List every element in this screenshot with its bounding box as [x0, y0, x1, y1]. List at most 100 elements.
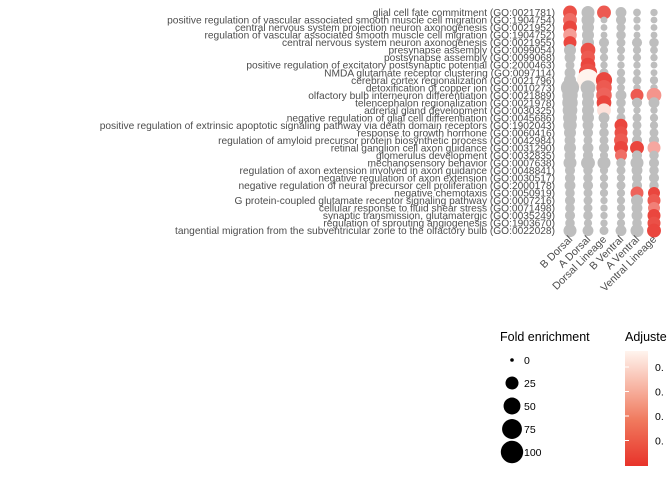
enrichment-dot	[616, 165, 626, 175]
go-term-label: cerebral cortex regionalization (GO:0021…	[351, 76, 555, 87]
enrichment-dot	[617, 53, 625, 62]
color-legend-label: 0.	[655, 362, 664, 374]
enrichment-dot	[616, 158, 626, 168]
enrichment-dot	[583, 196, 593, 205]
enrichment-dot	[633, 16, 641, 24]
enrichment-dot	[582, 225, 594, 237]
size-legend: Fold enrichment 0 25 50 75 100	[500, 330, 590, 464]
go-term-label: synaptic transmission, glutamatergic (GO…	[323, 211, 555, 222]
enrichment-dot	[616, 75, 626, 85]
enrichment-dot	[633, 24, 641, 31]
go-term-label: adrenal gland development (GO:0030325)	[364, 106, 555, 117]
go-term-label: negative regulation of neural precursor …	[238, 181, 555, 192]
enrichment-dot	[583, 219, 593, 228]
enrichment-dot	[582, 119, 594, 131]
enrichment-dot	[616, 196, 626, 205]
enrichment-dot	[632, 120, 642, 130]
enrichment-dot	[633, 106, 641, 114]
go-term-labels: glial cell fate commitment (GO:0021781)p…	[100, 8, 555, 237]
enrichment-dot	[633, 69, 641, 77]
enrichment-dot	[599, 181, 609, 190]
enrichment-dot	[632, 113, 642, 123]
go-term-label: retinal ganglion cell axon guidance (GO:…	[331, 144, 555, 155]
enrichment-dot	[599, 188, 609, 198]
enrichment-dot	[650, 53, 658, 62]
enrichment-dot	[616, 68, 626, 77]
enrichment-dot	[600, 31, 608, 39]
enrichment-dot	[649, 76, 659, 85]
go-term-label: positive regulation of excitatory postsy…	[246, 61, 555, 72]
enrichment-dot	[564, 180, 576, 191]
enrichment-dot	[564, 52, 576, 64]
enrichment-dot	[616, 203, 626, 213]
enrichment-dot	[647, 223, 661, 238]
color-legend-label: 0.	[655, 387, 664, 399]
enrichment-dot	[600, 196, 608, 205]
enrichment-dot	[563, 224, 577, 238]
go-term-label: olfactory bulb interneuron differentiati…	[308, 91, 555, 102]
enrichment-dot	[616, 23, 626, 32]
enrichment-dot	[648, 157, 660, 168]
go-term-label: response to growth hormone (GO:0060416)	[357, 128, 555, 139]
go-term-label: regulation of amyloid precursor protein …	[218, 136, 555, 147]
enrichment-dot	[650, 46, 658, 54]
enrichment-dot	[650, 106, 658, 114]
enrichment-dot	[615, 149, 627, 162]
enrichment-dot	[631, 210, 643, 221]
enrichment-dot	[583, 165, 593, 176]
enrichment-dot	[583, 188, 593, 198]
enrichment-dot	[616, 30, 626, 40]
size-legend-label: 0	[524, 355, 530, 367]
enrichment-dot	[632, 46, 642, 55]
enrichment-dot	[583, 173, 593, 183]
enrichment-dot	[599, 121, 609, 130]
enrichment-dot	[649, 113, 659, 122]
enrichment-dot	[583, 203, 593, 213]
enrichment-dot	[649, 150, 659, 161]
enrichment-dot	[616, 38, 626, 48]
enrichment-dot	[565, 188, 575, 198]
enrichment-dot	[650, 8, 658, 17]
enrichment-dot	[630, 88, 644, 102]
enrichment-dot	[599, 46, 609, 55]
go-term-label: regulation of vascular associated smooth…	[204, 31, 555, 42]
enrichment-dot	[582, 127, 594, 138]
enrichment-dot	[600, 61, 608, 69]
enrichment-dot	[616, 181, 626, 190]
enrichment-dot	[648, 172, 660, 183]
enrichment-dot	[597, 156, 611, 170]
enrichment-dot	[600, 24, 608, 31]
go-term-label: postsynapse assembly (GO:0099068)	[384, 53, 555, 64]
go-term-label: telencephalon regionalization (GO:002197…	[355, 98, 555, 109]
enrichment-dot	[599, 226, 609, 236]
color-legend-label: 0.	[655, 411, 664, 423]
enrichment-dot	[565, 60, 575, 70]
go-term-label: negative regulation of axon extension (G…	[318, 174, 555, 185]
enrichment-dot	[615, 14, 627, 26]
enrichment-dot	[649, 165, 659, 176]
enrichment-dot	[598, 37, 610, 48]
enrichment-dot	[616, 219, 626, 228]
enrichment-dot	[582, 180, 594, 191]
go-term-label: tangential migration from the subventric…	[175, 226, 555, 237]
go-term-label: positive regulation of vascular associat…	[167, 16, 555, 27]
enrichment-dot	[599, 166, 609, 175]
enrichment-dot	[564, 172, 576, 183]
enrichment-dot	[599, 128, 609, 138]
go-term-label: presynapse assembly (GO:0099054)	[389, 46, 555, 57]
enrichment-dot	[615, 225, 627, 237]
enrichment-dot	[632, 128, 642, 138]
go-term-label: mechanosensory behavior (GO:0007638)	[368, 159, 555, 170]
enrichment-dot	[616, 46, 626, 55]
go-term-label: cellular response to fluid shear stress …	[319, 204, 555, 215]
enrichment-dot	[600, 219, 608, 227]
enrichment-dot	[616, 106, 626, 115]
enrichment-dot	[650, 31, 658, 39]
size-legend-dot	[510, 358, 514, 362]
go-term-label: detoxification of copper ion (GO:0010273…	[366, 83, 555, 94]
size-legend-label: 75	[524, 424, 536, 436]
enrichment-dot	[616, 211, 626, 220]
enrichment-dot	[563, 156, 577, 170]
enrichment-dot	[581, 155, 595, 170]
